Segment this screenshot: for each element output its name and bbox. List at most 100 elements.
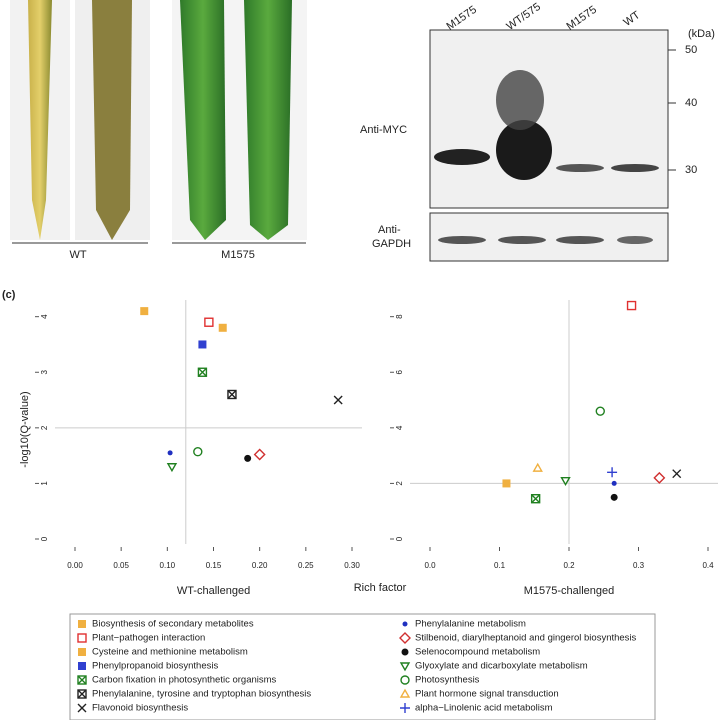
- legend-label: Glyoxylate and dicarboxylate metabolism: [415, 661, 588, 672]
- legend-label: Plant hormone signal transduction: [415, 689, 559, 700]
- marker: [399, 688, 411, 698]
- marker: [626, 300, 637, 311]
- point: [610, 493, 618, 501]
- legend-label: alpha−Linolenic acid metabolism: [415, 703, 553, 714]
- blot-panel: [429, 29, 669, 209]
- legend-marker: [400, 675, 410, 685]
- legend-label: Phenylpropanoid biosynthesis: [92, 661, 218, 672]
- point: [626, 300, 637, 311]
- legend-marker: [401, 648, 409, 656]
- point: [140, 307, 149, 316]
- band: [496, 120, 552, 180]
- y-tick-label: 0: [395, 536, 404, 541]
- point: [166, 463, 178, 473]
- legend-label: Photosynthesis: [415, 675, 480, 686]
- legend-label: Selenocompound metabolism: [415, 647, 540, 658]
- point: [560, 476, 571, 487]
- y-tick-label: 3: [40, 369, 49, 374]
- point: [227, 389, 237, 400]
- point: [244, 454, 252, 462]
- marker: [167, 450, 173, 456]
- band: [498, 236, 546, 244]
- marker: [611, 480, 617, 486]
- legend-marker: [78, 620, 86, 628]
- point: [532, 462, 543, 472]
- x-axis-title: Rich factor: [354, 582, 407, 594]
- antibody-label: GAPDH: [372, 238, 411, 250]
- marker: [400, 675, 410, 685]
- y-tick-label: 2: [395, 481, 404, 486]
- x-tick-label: 0.25: [298, 561, 314, 570]
- marker: [607, 467, 618, 478]
- marker: [244, 454, 252, 462]
- point: [218, 323, 227, 332]
- marker: [77, 675, 87, 685]
- marker: [502, 479, 511, 488]
- x-tick-label: 0.4: [702, 561, 714, 570]
- x-tick-label: 0.3: [633, 561, 645, 570]
- marker: [530, 494, 541, 504]
- y-tick-label: 4: [40, 314, 49, 319]
- legend-label: Phenylalanine metabolism: [415, 619, 526, 630]
- lane-label: WT/575: [505, 1, 543, 33]
- marker: [401, 648, 409, 656]
- point: [198, 340, 207, 349]
- legend-label: Cysteine and methionine metabolism: [92, 647, 248, 658]
- legend-label: Phenylalanine, tyrosine and tryptophan b…: [92, 689, 311, 700]
- legend-marker: [399, 662, 411, 672]
- marker: [227, 389, 237, 400]
- marker: [399, 632, 411, 644]
- marker: [253, 448, 266, 461]
- band: [496, 70, 544, 130]
- x-tick-label: 0.0: [424, 561, 436, 570]
- y-tick-label: 4: [395, 425, 404, 430]
- kda-unit: (kDa): [688, 28, 715, 40]
- point: [607, 467, 618, 478]
- marker: [78, 620, 86, 628]
- lane-label: M1575: [445, 4, 479, 33]
- band: [617, 236, 653, 244]
- x-tick-label: 0.1: [494, 561, 506, 570]
- marker: [77, 675, 87, 685]
- marker: [333, 395, 343, 405]
- y-tick-label: 2: [40, 425, 49, 430]
- legend-marker: [399, 688, 411, 698]
- legend-marker: [77, 703, 87, 713]
- marker: [193, 447, 203, 457]
- marker: [399, 662, 411, 672]
- leaf: [28, 0, 52, 240]
- point: [197, 367, 208, 377]
- legend-label: Carbon fixation in photosynthetic organi…: [92, 675, 277, 686]
- marker: [402, 621, 408, 627]
- marker: [595, 406, 605, 416]
- legend-label: Plant−pathogen interaction: [92, 633, 205, 644]
- marker: [198, 340, 207, 349]
- marker: [218, 323, 227, 332]
- point: [204, 317, 214, 327]
- kda-marker: 50: [685, 44, 697, 56]
- x-axis-title: WT-challenged: [177, 585, 250, 597]
- legend-label: Stilbenoid, diarylheptanoid and gingerol…: [415, 633, 637, 644]
- band: [556, 236, 604, 244]
- marker: [197, 367, 208, 377]
- point: [193, 447, 203, 457]
- y-axis-title: -log10(Q-value): [19, 391, 31, 467]
- marker: [531, 494, 541, 504]
- legend-marker: [78, 662, 86, 670]
- marker: [653, 471, 666, 484]
- point: [167, 450, 173, 456]
- leaf: [244, 0, 292, 240]
- marker: [400, 703, 410, 713]
- panel-label: (c): [2, 289, 16, 301]
- antibody-label: Anti-: [378, 224, 401, 236]
- kda-marker: 30: [685, 164, 697, 176]
- band: [438, 236, 486, 244]
- legend-label: Flavonoid biosynthesis: [92, 703, 188, 714]
- point: [672, 469, 682, 479]
- leaf: [180, 0, 226, 240]
- point: [253, 448, 266, 461]
- y-tick-label: 8: [395, 314, 404, 319]
- lane-label: M1575: [565, 4, 599, 33]
- legend-marker: [400, 703, 410, 713]
